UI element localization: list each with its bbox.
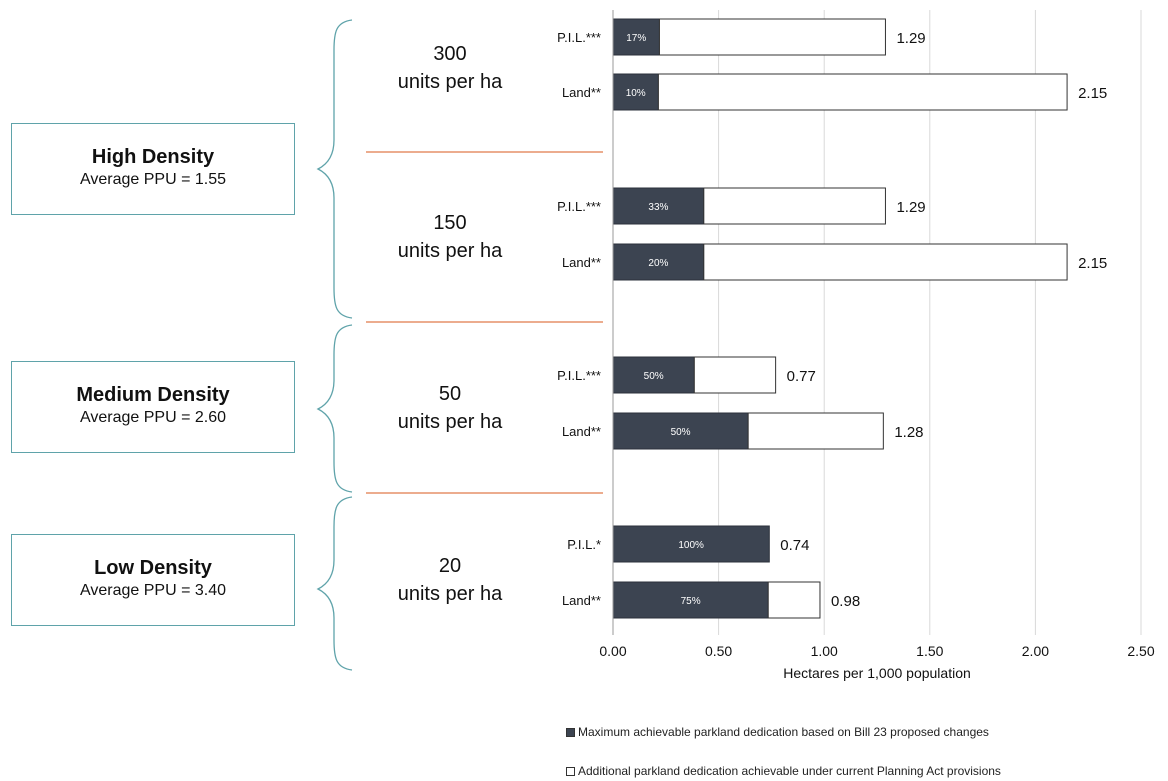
percent-label: 50% [644,371,664,382]
brace-low [316,496,353,671]
group-title: Low Density [94,557,212,579]
percent-label: 20% [648,258,668,269]
percent-label: 100% [678,540,704,551]
bar-segment-bill23 [612,525,770,563]
legend-item-dark: Maximum achievable parkland dedication b… [566,725,989,739]
x-tick-label: 2.50 [1127,643,1154,659]
total-label: 0.98 [831,593,860,610]
density-units: units per ha [397,71,503,93]
legend-item-light: Additional parkland dedication achievabl… [566,764,1001,778]
group-box-low: Low Density Average PPU = 3.40 [11,534,295,626]
density-value: 150 [433,212,467,234]
bar-segment-current [658,18,886,56]
group-subtitle: Average PPU = 1.55 [79,171,227,188]
bar-segment-bill23 [612,187,705,225]
legend-label: Additional parkland dedication achievabl… [578,764,1001,778]
x-axis-label: Hectares per 1,000 population [783,665,971,681]
category-label: P.I.L.*** [557,368,601,383]
total-label: 0.77 [787,368,816,385]
group-subtitle: Average PPU = 3.40 [79,582,227,599]
bar-segment-bill23 [612,243,705,281]
percent-label: 75% [681,596,701,607]
density-value: 50 [438,383,462,405]
x-tick-label: 1.50 [916,643,943,659]
category-label: Land** [562,593,601,608]
density-units: units per ha [397,240,503,262]
category-label: Land** [562,85,601,100]
total-label: 1.28 [894,424,923,441]
bar-segment-current [767,581,821,619]
category-label: P.I.L.*** [557,30,601,45]
total-label: 2.15 [1078,85,1107,102]
brace-high [316,19,353,319]
x-tick-label: 1.00 [811,643,838,659]
bar-segment-current [703,187,886,225]
percent-label: 10% [626,88,646,99]
group-subtitle: Average PPU = 2.60 [79,409,227,426]
bar-segment-current [747,412,884,450]
density-value: 20 [438,555,462,577]
density-units: units per ha [397,583,503,605]
total-label: 1.29 [896,199,925,216]
bar-segment-bill23 [612,73,659,111]
legend-swatch [566,728,575,737]
bar-segment-bill23 [612,581,769,619]
density-label-50: 50 units per ha [375,380,525,436]
percent-label: 17% [626,33,646,44]
group-box-medium: Medium Density Average PPU = 2.60 [11,361,295,453]
density-label-150: 150 units per ha [375,209,525,265]
density-label-300: 300 units per ha [375,40,525,96]
category-label: Land** [562,255,601,270]
x-tick-label: 0.50 [705,643,732,659]
legend-label: Maximum achievable parkland dedication b… [578,725,989,739]
bar-segment-current [703,243,1068,281]
percent-label: 33% [648,202,668,213]
percent-label: 50% [671,427,691,438]
group-title: Medium Density [76,384,230,406]
x-tick-label: 0.00 [599,643,626,659]
bar-segment-current [693,356,777,394]
category-label: Land** [562,424,601,439]
brace-medium [316,324,353,493]
x-tick-label: 2.00 [1022,643,1049,659]
total-label: 1.29 [896,30,925,47]
category-label: P.I.L.* [567,537,601,552]
density-value: 300 [433,43,467,65]
legend-swatch [566,767,575,776]
group-title: High Density [91,146,215,168]
category-label: P.I.L.*** [557,199,601,214]
group-box-high: High Density Average PPU = 1.55 [11,123,295,215]
total-label: 0.74 [780,537,809,554]
bar-segment-current [657,73,1068,111]
total-label: 2.15 [1078,255,1107,272]
density-units: units per ha [397,411,503,433]
density-label-20: 20 units per ha [375,552,525,608]
